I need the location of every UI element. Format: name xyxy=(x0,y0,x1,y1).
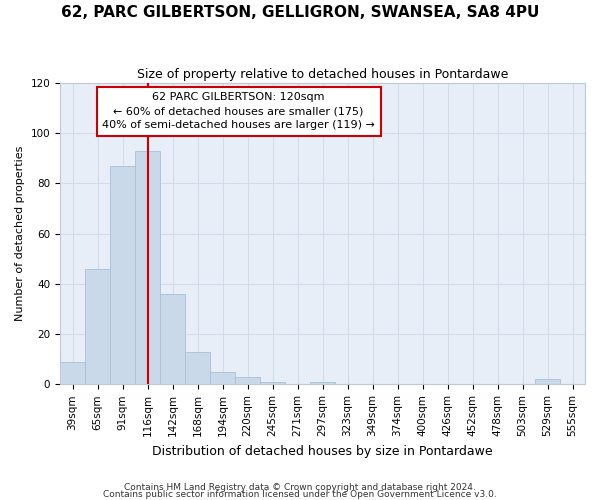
Text: Contains public sector information licensed under the Open Government Licence v3: Contains public sector information licen… xyxy=(103,490,497,499)
Bar xyxy=(135,151,160,384)
Bar xyxy=(185,352,210,384)
Y-axis label: Number of detached properties: Number of detached properties xyxy=(15,146,25,322)
Bar xyxy=(235,377,260,384)
Text: 62, PARC GILBERTSON, GELLIGRON, SWANSEA, SA8 4PU: 62, PARC GILBERTSON, GELLIGRON, SWANSEA,… xyxy=(61,5,539,20)
Title: Size of property relative to detached houses in Pontardawe: Size of property relative to detached ho… xyxy=(137,68,508,80)
Bar xyxy=(535,380,560,384)
X-axis label: Distribution of detached houses by size in Pontardawe: Distribution of detached houses by size … xyxy=(152,444,493,458)
Bar xyxy=(85,269,110,384)
Text: Contains HM Land Registry data © Crown copyright and database right 2024.: Contains HM Land Registry data © Crown c… xyxy=(124,484,476,492)
Bar xyxy=(310,382,335,384)
Bar xyxy=(260,382,285,384)
Bar xyxy=(210,372,235,384)
Bar xyxy=(160,294,185,384)
Bar xyxy=(60,362,85,384)
Bar xyxy=(110,166,135,384)
Text: 62 PARC GILBERTSON: 120sqm
← 60% of detached houses are smaller (175)
40% of sem: 62 PARC GILBERTSON: 120sqm ← 60% of deta… xyxy=(102,92,375,130)
